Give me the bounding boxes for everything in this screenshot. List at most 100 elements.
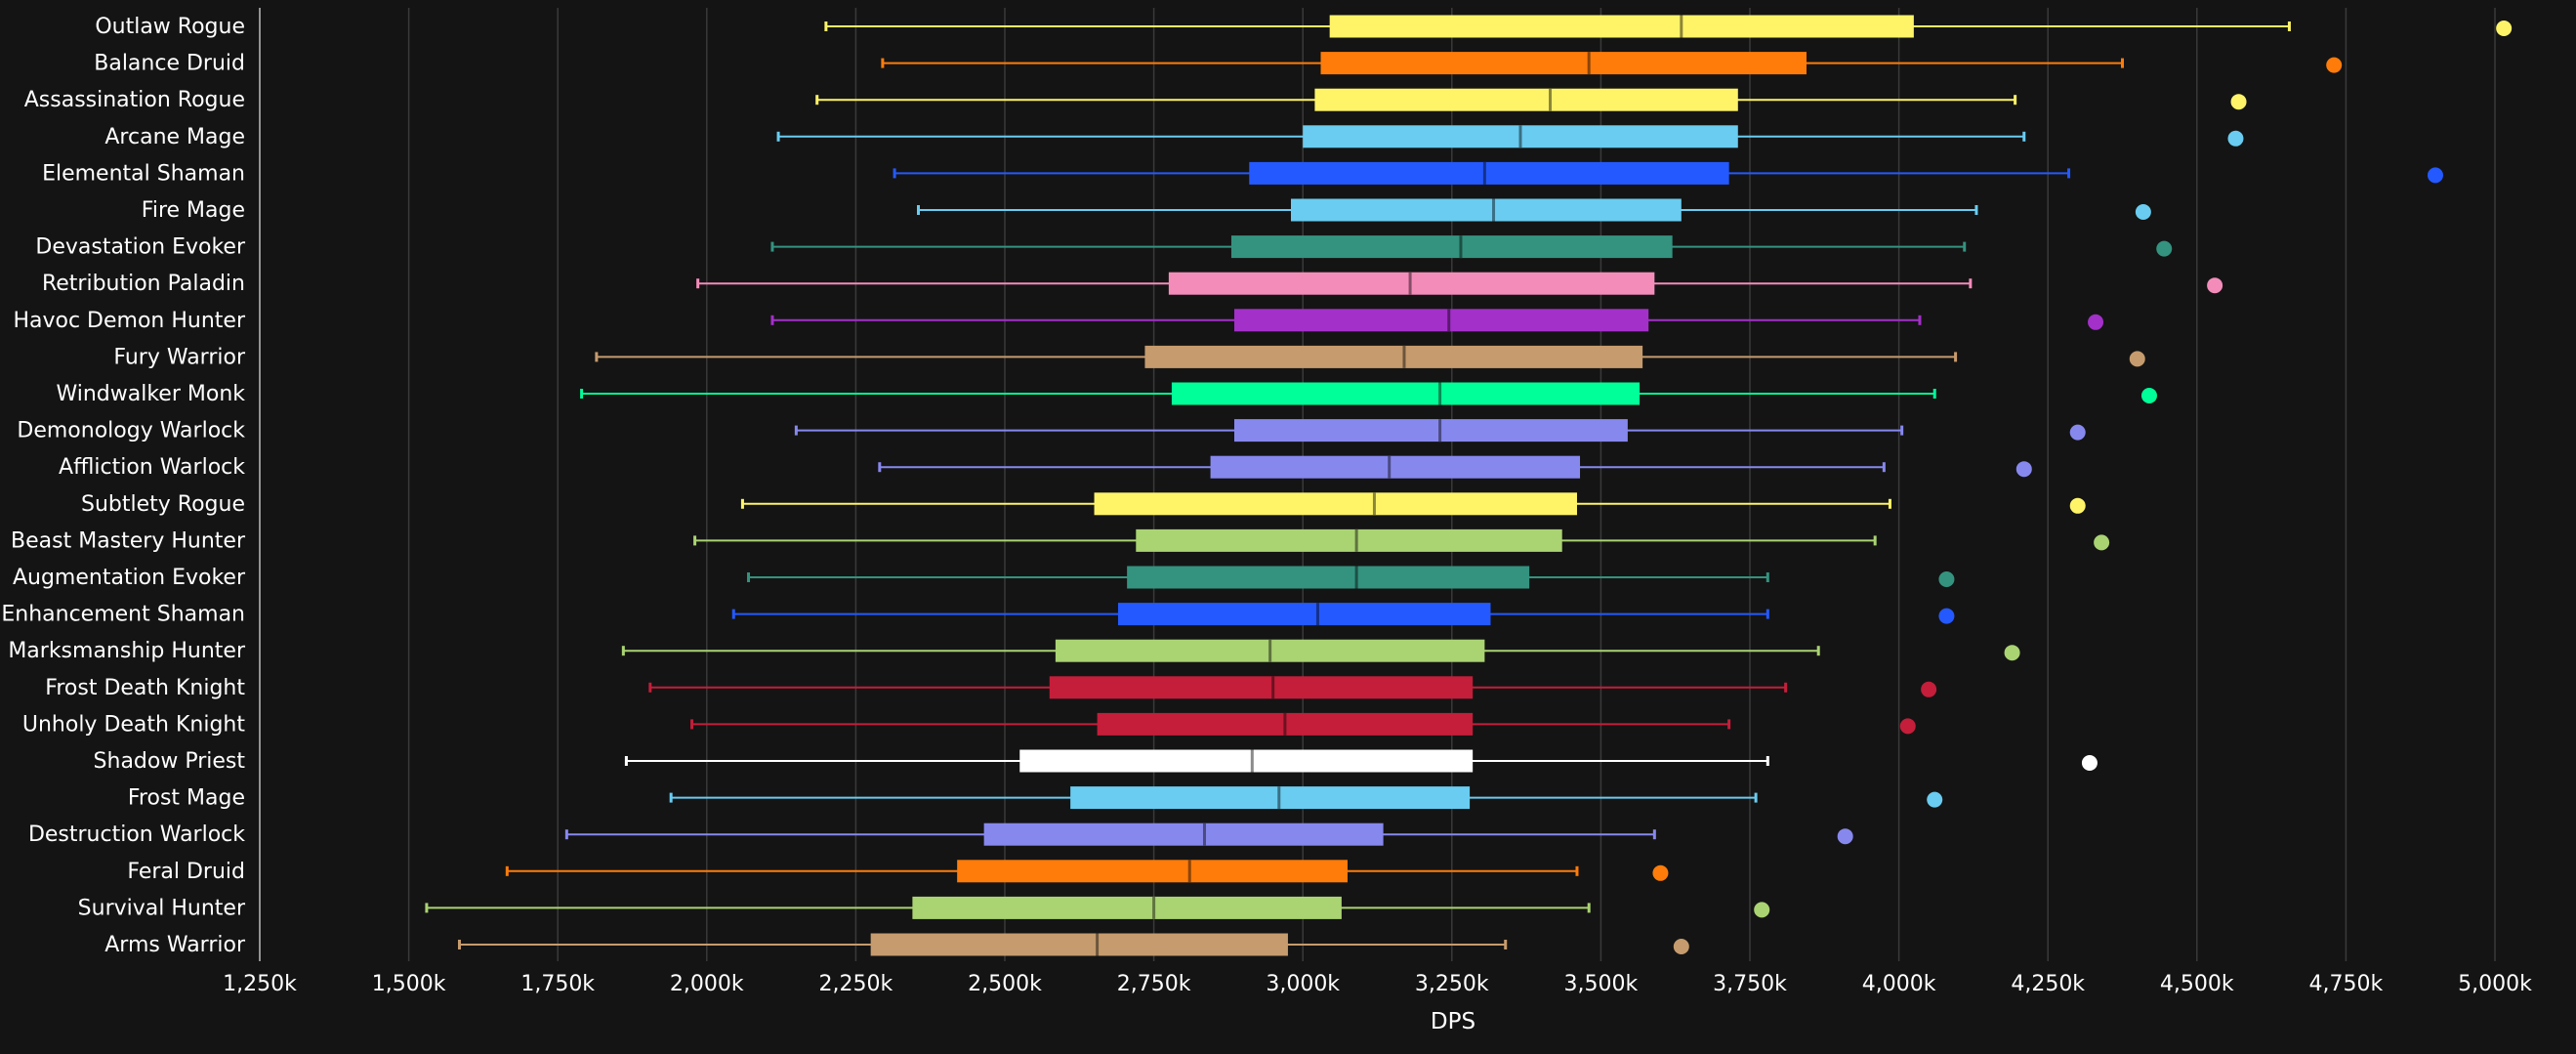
outlier-point <box>2326 57 2343 73</box>
category-label: Balance Druid <box>94 52 245 76</box>
x-tick-label: 3,750k <box>1713 972 1787 996</box>
outlier-point <box>2207 277 2223 294</box>
iqr-box <box>1019 749 1474 773</box>
boxplot-row <box>505 860 1669 883</box>
boxplot-row <box>621 639 2020 662</box>
boxplot-row <box>770 235 2173 259</box>
category-label: Fire Mage <box>142 198 245 223</box>
iqr-box <box>1136 528 1562 552</box>
iqr-box <box>1210 455 1581 479</box>
boxplot-row <box>457 933 1689 956</box>
outlier-point <box>2230 94 2247 110</box>
boxplot-row <box>624 749 2098 773</box>
x-tick-label: 4,750k <box>2309 972 2384 996</box>
iqr-box <box>1329 15 1914 38</box>
box-plots <box>425 15 2513 956</box>
category-label: Devastation Evoker <box>35 235 246 260</box>
category-label: Frost Mage <box>128 786 245 811</box>
outlier-point <box>1754 902 1770 918</box>
x-tick-label: 4,250k <box>2011 972 2085 996</box>
x-tick-label: 2,000k <box>670 972 744 996</box>
iqr-box <box>957 860 1348 883</box>
boxplot-row <box>564 822 1853 846</box>
iqr-box <box>1171 382 1641 405</box>
category-label: Windwalker Monk <box>56 382 245 406</box>
iqr-box <box>912 896 1342 919</box>
iqr-box <box>1249 161 1729 185</box>
iqr-box <box>1168 272 1655 295</box>
boxplot-row <box>893 161 2443 185</box>
iqr-box <box>1117 603 1491 626</box>
boxplot-row <box>693 528 2110 552</box>
x-tick-label: 1,250k <box>223 972 297 996</box>
x-tick-label: 2,250k <box>819 972 893 996</box>
boxplot-row <box>770 309 2104 332</box>
outlier-point <box>2427 167 2443 184</box>
boxplot-row <box>425 896 1770 919</box>
outlier-point <box>2081 755 2098 771</box>
x-tick-label: 3,500k <box>1564 972 1639 996</box>
x-tick-label: 3,000k <box>1266 972 1340 996</box>
outlier-point <box>1837 828 1853 845</box>
category-label: Arms Warrior <box>104 933 246 957</box>
outlier-point <box>1938 571 1955 587</box>
boxplot-row <box>669 786 1943 810</box>
x-tick-label: 1,500k <box>372 972 446 996</box>
category-label: Destruction Warlock <box>28 822 245 847</box>
boxplot-row <box>824 15 2513 38</box>
category-label: Arcane Mage <box>104 125 245 149</box>
grid-lines <box>407 8 2496 961</box>
x-tick-label: 4,000k <box>1862 972 1936 996</box>
x-tick-label: 4,500k <box>2160 972 2234 996</box>
boxplot-row <box>881 52 2343 75</box>
iqr-box <box>1070 786 1471 810</box>
iqr-box <box>1230 235 1673 259</box>
category-label: Elemental Shaman <box>42 161 245 186</box>
boxplot-row <box>690 712 1916 736</box>
outlier-point <box>2140 388 2157 403</box>
outlier-point <box>1673 939 1689 954</box>
outlier-point <box>1652 864 1669 881</box>
outlier-point <box>2135 204 2151 220</box>
category-label: Fury Warrior <box>113 345 246 369</box>
category-label: Augmentation Evoker <box>13 566 246 590</box>
boxplot-row <box>776 125 2244 148</box>
outlier-point <box>2496 21 2513 36</box>
outlier-point <box>2015 461 2032 478</box>
boxplot-row <box>916 198 2151 222</box>
outlier-point <box>2156 240 2173 257</box>
outlier-point <box>2069 424 2086 441</box>
x-axis-title: DPS <box>1431 1009 1475 1034</box>
x-tick-label: 3,250k <box>1415 972 1489 996</box>
iqr-box <box>1234 309 1649 332</box>
category-label: Demonology Warlock <box>17 419 245 443</box>
iqr-box <box>1320 52 1807 75</box>
x-tick-labels: 1,250k 1,500k 1,750k 2,000k 2,250k 2,500k 2,75… <box>223 972 2532 996</box>
x-tick-label: 5,000k <box>2458 972 2532 996</box>
iqr-box <box>1234 419 1628 443</box>
iqr-box <box>1314 88 1738 111</box>
outlier-point <box>1938 608 1955 624</box>
boxplot-row <box>747 566 1955 589</box>
outlier-point <box>2004 645 2020 661</box>
boxplot-row <box>740 492 2086 516</box>
boxplot-row <box>580 382 2157 405</box>
x-tick-label: 1,750k <box>520 972 595 996</box>
outlier-point <box>1899 718 1916 735</box>
iqr-box <box>1127 566 1530 589</box>
boxplot-row <box>794 419 2086 443</box>
category-label: Feral Druid <box>127 860 245 884</box>
category-label: Retribution Paladin <box>42 272 245 296</box>
outlier-point <box>2088 314 2104 330</box>
boxplot-row <box>696 272 2223 295</box>
x-tick-label: 2,500k <box>968 972 1042 996</box>
outlier-point <box>2227 130 2244 147</box>
boxplot-row <box>648 676 1937 699</box>
iqr-box <box>1290 198 1682 222</box>
boxplot-row <box>595 345 2145 368</box>
category-label: Frost Death Knight <box>45 676 245 700</box>
iqr-box <box>870 933 1288 956</box>
iqr-box <box>1144 345 1643 368</box>
